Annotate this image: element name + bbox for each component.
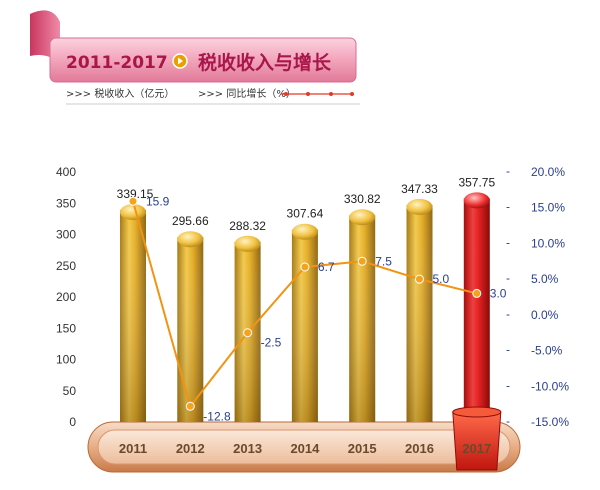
bar-value-label: 357.75 xyxy=(458,175,495,189)
legend-revenue: >>> 税收收入（亿元） xyxy=(66,87,174,100)
legend: >>> 税收收入（亿元） >>> 同比增长（%） xyxy=(66,87,360,105)
bar-cap xyxy=(406,198,433,215)
legend-marker xyxy=(306,92,310,96)
y-left-tick-label: 200 xyxy=(56,290,76,304)
x-tick-label: 2013 xyxy=(233,441,262,456)
y-right-tick-label: 0.0% xyxy=(531,308,559,322)
bar-cap xyxy=(120,204,146,221)
y-right-tick-dash: - xyxy=(506,343,510,357)
bar-cap xyxy=(234,235,261,252)
y-right-tick-dash: - xyxy=(506,235,510,249)
y-right-tick-label: -15.0% xyxy=(531,415,569,429)
banner-title: 税收收入与增长 xyxy=(198,51,332,74)
growth-point xyxy=(300,262,310,272)
highlight-cup-rim xyxy=(452,406,502,418)
y-right-tick-dash: - xyxy=(506,307,510,321)
growth-point xyxy=(472,288,482,298)
bar-value-label: 330.82 xyxy=(344,192,381,206)
growth-point xyxy=(128,196,138,206)
y-left-tick-label: 300 xyxy=(56,228,76,242)
header-banner: 2011-2017 税收收入与增长 xyxy=(30,10,357,83)
y-left-tick-label: 250 xyxy=(56,259,76,273)
x-tick-label: 2017 xyxy=(462,441,491,456)
y-right-tick-dash: - xyxy=(506,271,510,285)
growth-value-label: 7.5 xyxy=(375,254,392,268)
legend-marker xyxy=(284,92,288,96)
y-right-tick-dash: - xyxy=(506,200,510,214)
y-left-tick-label: 150 xyxy=(56,321,76,335)
x-tick-label: 2015 xyxy=(348,441,377,456)
y-right-tick-dash: - xyxy=(506,414,510,428)
bar-shade xyxy=(349,215,376,422)
legend-growth: >>> 同比增长（%） xyxy=(198,87,296,100)
y-right-tick-dash: - xyxy=(506,164,510,178)
bar-value-label: 339.15 xyxy=(117,187,154,201)
growth-value-label: 15.9 xyxy=(146,194,170,208)
bar-value-label: 347.33 xyxy=(401,182,438,196)
growth-point xyxy=(415,274,424,284)
growth-value-label: 3.0 xyxy=(490,286,507,300)
bar-value-label: 307.64 xyxy=(287,207,324,221)
y-right-tick-label: 10.0% xyxy=(531,236,565,250)
axis-band-inner xyxy=(97,429,511,465)
x-tick-label: 2014 xyxy=(290,441,320,456)
bar-shade xyxy=(291,229,318,422)
growth-value-label: -12.8 xyxy=(203,409,231,423)
y-right-tick-dash: - xyxy=(506,378,510,392)
legend-marker xyxy=(329,92,333,96)
y-left-tick-label: 100 xyxy=(56,353,76,367)
bar-cap xyxy=(291,223,318,240)
y-right-tick-label: -10.0% xyxy=(531,379,569,393)
y-right-tick-label: 5.0% xyxy=(531,272,559,286)
bar-cap xyxy=(463,192,490,209)
bar-value-label: 288.32 xyxy=(229,219,266,233)
y-left-tick-label: 400 xyxy=(56,165,76,179)
growth-value-label: 5.0 xyxy=(433,272,450,286)
legend-marker xyxy=(350,92,354,96)
x-axis-band xyxy=(87,421,521,473)
growth-value-label: 6.7 xyxy=(318,260,335,274)
growth-point xyxy=(243,328,253,338)
growth-value-label: -2.5 xyxy=(261,336,282,350)
y-left-tick-label: 350 xyxy=(56,196,76,210)
y-right-tick-label: 20.0% xyxy=(531,165,565,179)
bar-shade xyxy=(120,210,146,422)
bar-shade xyxy=(177,237,204,422)
growth-point xyxy=(357,256,367,266)
y-left-tick-label: 50 xyxy=(63,384,77,398)
y-right-tick-label: 15.0% xyxy=(531,201,565,215)
x-tick-label: 2011 xyxy=(119,441,147,456)
bar-cap xyxy=(177,231,204,248)
banner-year-range: 2011-2017 xyxy=(66,53,168,73)
x-tick-label: 2016 xyxy=(405,441,434,456)
bar-shade xyxy=(406,204,433,422)
bar xyxy=(463,198,490,422)
banner-body xyxy=(49,37,357,83)
bar-value-label: 295.66 xyxy=(172,214,209,228)
play-icon-glyph xyxy=(178,57,183,65)
y-left-tick-label: 0 xyxy=(69,415,76,429)
bar-cap xyxy=(349,209,376,226)
y-right-tick-label: -5.0% xyxy=(531,344,563,358)
x-tick-label: 2012 xyxy=(176,441,205,456)
growth-point xyxy=(185,401,195,411)
